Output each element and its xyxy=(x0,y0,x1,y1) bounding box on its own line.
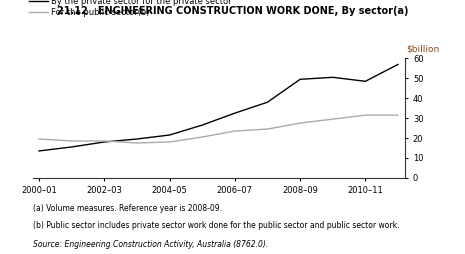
Text: (b) Public sector includes private sector work done for the public sector and pu: (b) Public sector includes private secto… xyxy=(33,221,399,230)
Text: $billion: $billion xyxy=(406,45,440,54)
Text: (a) Volume measures. Reference year is 2008-09.: (a) Volume measures. Reference year is 2… xyxy=(33,204,221,213)
Legend: By the private sector for the private sector, For the public sector(b): By the private sector for the private se… xyxy=(29,0,232,17)
Text: Source: Engineering Construction Activity, Australia (8762.0).: Source: Engineering Construction Activit… xyxy=(33,240,268,249)
Text: 21.12   ENGINEERING CONSTRUCTION WORK DONE, By sector(a): 21.12 ENGINEERING CONSTRUCTION WORK DONE… xyxy=(57,6,408,16)
